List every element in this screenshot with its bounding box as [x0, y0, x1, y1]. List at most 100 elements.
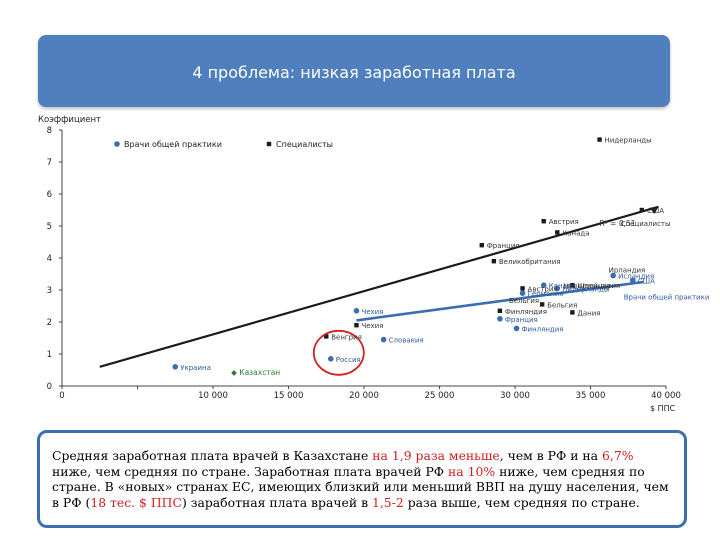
- legend-label: Специалисты: [276, 140, 333, 149]
- summary-part-1: Средняя заработная плата врачей в Казахс…: [52, 448, 373, 463]
- data-points: [172, 137, 645, 376]
- specialist-point: [479, 243, 484, 248]
- specialist-point: [570, 283, 575, 288]
- point-label: Канада: [562, 229, 589, 237]
- trend-line: [356, 280, 644, 322]
- gp-point: [172, 364, 179, 370]
- extra-label: Бельгия: [509, 297, 539, 305]
- summary-highlight-5: 1,5-2: [371, 494, 404, 510]
- chart-ticks: 0 1 2 3 4 5 6 7 8 0 10 000 15 000 20 000 25 000 30 000…: [47, 126, 681, 401]
- y-tick-label: 0: [47, 382, 52, 392]
- specialist-point: [324, 334, 329, 339]
- y-tick-label: 7: [47, 158, 52, 168]
- x-tick-label: 15 000: [274, 391, 304, 401]
- gp-point: [540, 282, 547, 289]
- point-label: Словакия: [389, 337, 424, 345]
- extra-label: Ирландия: [609, 266, 646, 274]
- gp-point: [380, 336, 387, 343]
- point-label: Чехия: [361, 322, 383, 330]
- point-label: Австрия: [549, 218, 579, 226]
- specialist-point: [520, 286, 525, 291]
- y-tick-label: 3: [47, 286, 52, 296]
- x-axis-label: $ ППС: [650, 404, 676, 413]
- y-tick-label: 2: [47, 318, 52, 328]
- slide-title: 4 проблема: низкая заработная плата: [192, 63, 516, 82]
- y-axis-label: Коэффициент: [38, 115, 101, 125]
- point-label: Дания: [577, 309, 600, 317]
- legend-label: Врачи общей практики: [124, 140, 222, 149]
- specialist-point: [570, 310, 575, 315]
- gp-point: [513, 325, 520, 332]
- summary-textbox: Средняя заработная плата врачей в Казахс…: [37, 430, 687, 528]
- point-label: Исландия: [618, 273, 654, 281]
- legend-marker: [114, 141, 120, 147]
- point-label: Австрия: [528, 285, 558, 293]
- gp-point: [629, 277, 636, 284]
- x-tick-label: 40 000: [651, 391, 681, 401]
- kazakhstan-label: ◆ Казахстан: [231, 368, 280, 377]
- point-label: Украина: [180, 364, 211, 372]
- point-label: Россия: [336, 356, 361, 364]
- specialist-point: [539, 302, 545, 307]
- y-tick-label: 6: [47, 190, 52, 200]
- specialist-point: [597, 137, 602, 142]
- gp-point: [353, 308, 360, 314]
- x-tick-label: 35 000: [576, 391, 606, 401]
- trend-arrowhead: [649, 206, 659, 214]
- point-label: Канада: [549, 282, 576, 290]
- specialist-point: [541, 219, 546, 224]
- trend-lines: R² = 0,51: [99, 205, 659, 368]
- point-label: Венгрия: [331, 333, 362, 341]
- gp-point: [554, 285, 561, 292]
- summary-highlight-4: 18 тес. $ ППС: [90, 494, 182, 510]
- gp-point: [327, 356, 334, 362]
- y-tick-label: 1: [47, 350, 52, 360]
- summary-part-6: раза выше, чем средняя по стране.: [403, 494, 640, 510]
- specialist-point: [354, 323, 359, 328]
- gp-point: [519, 290, 526, 297]
- x-tick-label: 0: [59, 391, 64, 401]
- x-tick-label: 25 000: [425, 391, 455, 401]
- russia-highlight-circle: [312, 329, 365, 376]
- point-label: США: [647, 207, 664, 215]
- point-label: Бельгия: [547, 301, 577, 309]
- r-squared-label: R² = 0,51: [600, 219, 636, 228]
- point-label: Чехия: [361, 308, 383, 316]
- extra-label: Врачи общей практики: [624, 294, 710, 302]
- title-banner: 4 проблема: низкая заработная плата: [38, 35, 670, 107]
- gp-point: [610, 272, 616, 279]
- extra-label: Специалисты: [621, 220, 671, 228]
- x-tick-label: 30 000: [500, 391, 530, 401]
- summary-highlight-1: на 1,9 раза меньше: [372, 448, 500, 463]
- summary-part-3: ниже, чем средняя по стране. Заработная …: [52, 463, 449, 479]
- point-label: Швейцария: [577, 282, 620, 290]
- point-label: Финляндия: [522, 325, 564, 333]
- extra-label: Нидерланды: [563, 282, 610, 290]
- summary-highlight-3: на 10%: [448, 463, 496, 479]
- summary-part-4: ниже, чем средняя по стране. В «новых» с…: [52, 463, 669, 510]
- scatter-chart: 0 1 2 3 4 5 6 7 8 0 10 000 15 000 20 000 25 000 30 000…: [38, 115, 709, 413]
- summary-part-2: , чем в РФ и на: [499, 448, 603, 463]
- point-label: Германия: [528, 290, 564, 298]
- point-label: Финляндия: [505, 308, 547, 316]
- point-label: Нидерланды: [605, 137, 652, 145]
- summary-highlight-2: 6,7%: [602, 448, 634, 463]
- gp-point: [497, 316, 503, 322]
- y-tick-label: 8: [47, 126, 52, 136]
- specialist-point: [555, 230, 560, 235]
- chart-legend: Врачи общей практики Специалисты: [114, 140, 333, 149]
- point-label: Франция: [505, 316, 538, 324]
- point-labels: Украина Россия Чехия Словакия ФранцияФинлянд…: [180, 137, 709, 377]
- summary-text: Средняя заработная плата врачей в Казахс…: [52, 448, 672, 510]
- y-tick-label: 4: [47, 254, 52, 264]
- y-tick-label: 5: [47, 222, 52, 232]
- specialist-point: [497, 308, 503, 313]
- legend-marker: [266, 141, 272, 147]
- summary-part-5: ) заработная плата врачей в: [181, 494, 372, 510]
- x-tick-label: 10 000: [198, 391, 228, 401]
- point-label: Нидерланды: [562, 285, 609, 293]
- point-label: США: [638, 277, 655, 285]
- x-tick-label: 20 000: [349, 391, 379, 401]
- specialist-point: [491, 259, 497, 264]
- specialist-point: [639, 207, 645, 213]
